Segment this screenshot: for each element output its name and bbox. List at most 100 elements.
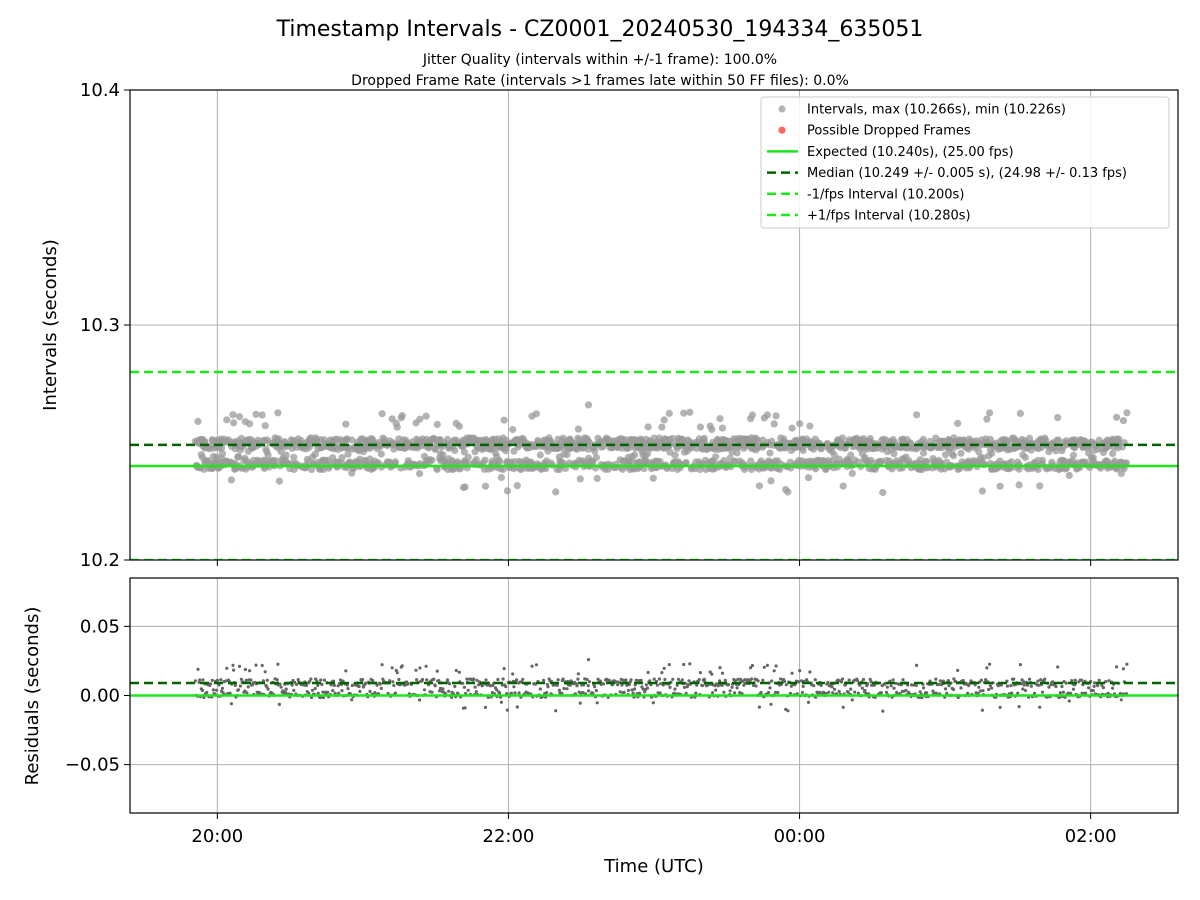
residual-point [210,678,214,683]
residual-point [1087,686,1091,690]
interval-point [975,448,983,456]
residual-point [432,677,436,682]
residual-point [813,678,817,682]
residual-point [806,700,811,705]
residual-point [980,708,985,712]
residual-point [1021,687,1025,691]
interval-point [223,416,231,424]
interval-point [941,451,950,459]
residual-point [260,663,264,668]
residual-point [1012,677,1016,681]
residual-point [864,691,868,695]
residual-point [774,664,778,668]
interval-point [822,465,830,474]
interval-point [439,451,447,459]
legend-label: Possible Dropped Frames [807,124,971,139]
interval-point [459,442,467,450]
interval-point [437,457,445,465]
residual-point [977,685,981,689]
interval-point [1048,440,1056,448]
residual-point [425,678,429,682]
residual-point [967,684,971,688]
residual-point [545,691,549,695]
residual-point [1071,687,1076,691]
residual-point [700,683,705,688]
residual-point [360,677,365,682]
residual-point [457,670,461,674]
residual-point [534,663,539,667]
residual-point [735,686,739,690]
residual-point [830,685,834,689]
residual-point [914,683,918,688]
interval-point [503,487,511,495]
intervals-reference-lines [130,370,1178,560]
residual-point [475,678,479,682]
residual-point [504,685,508,689]
residual-point [786,709,790,713]
residual-point [232,668,236,672]
residual-point [357,684,361,689]
interval-point [838,434,847,442]
residual-point [473,685,477,689]
residual-point [688,662,692,666]
residual-point [644,683,648,687]
interval-point [770,420,778,428]
residual-point [279,685,283,689]
residual-point [375,683,379,687]
residual-point [648,679,652,683]
interval-point [363,444,371,452]
residual-point [797,680,801,684]
interval-point [566,435,574,443]
residuals-ytick-label: 0.00 [80,686,120,707]
interval-point [194,417,202,425]
residual-point [722,690,726,694]
interval-point [1103,436,1111,444]
legend-label: Median (10.249 +/- 0.005 s), (24.98 +/- … [807,166,1127,181]
residuals-panel: −0.05 0.00 0.05 20:00 22:00 00:00 02:00 Residu… [22,577,1179,877]
interval-point [996,482,1004,490]
interval-point [793,436,801,444]
residual-point [756,679,760,683]
residual-point [800,690,805,695]
interval-point [499,465,507,474]
residual-point [625,683,629,687]
residual-point [1040,690,1045,694]
residual-point [601,682,606,686]
residual-point [263,670,267,674]
residual-point [863,688,867,693]
residual-point [438,689,442,693]
residual-point [515,678,519,682]
residual-point [634,678,638,682]
residual-point [433,684,437,688]
interval-point [858,436,866,444]
intervals-ytick-label: 10.2 [80,550,120,571]
interval-point [616,435,624,443]
interval-point [527,458,535,466]
interval-point [770,441,778,449]
residual-point [509,691,513,695]
interval-point [731,458,739,466]
interval-point [864,458,872,466]
interval-point [497,473,505,482]
residual-point [310,688,315,692]
residual-point [488,684,492,688]
interval-point [593,474,601,483]
residual-point [723,678,727,683]
residual-point [332,683,336,688]
interval-point [461,483,469,491]
x-axis-label: Time (UTC) [603,856,704,877]
residual-point [576,677,580,681]
interval-point [613,443,621,451]
interval-point [260,436,268,444]
residual-point [390,666,394,670]
residual-point [1080,678,1084,682]
residual-point [1061,690,1065,694]
residual-point [1058,691,1062,695]
residual-point [1092,684,1096,689]
residual-point [193,679,197,683]
residual-point [720,683,724,687]
residual-point [638,691,642,695]
interval-point [631,451,639,459]
residual-point [769,702,773,706]
interval-point [1008,458,1016,466]
